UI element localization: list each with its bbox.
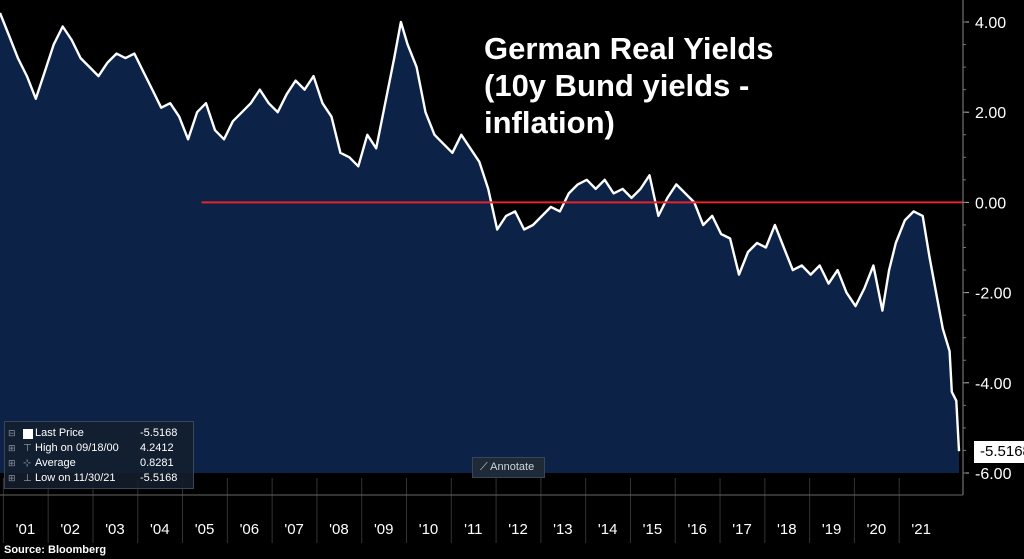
legend-value: -5.5168	[140, 427, 178, 439]
x-tick-label: '03	[105, 521, 125, 538]
title-line-1: German Real Yields	[484, 31, 774, 66]
annotate-label: Annotate	[490, 461, 535, 473]
legend-label: Low on 11/30/21	[35, 472, 116, 484]
x-tick-label: '18	[777, 521, 797, 538]
pencil-icon: ⟋	[480, 461, 488, 473]
legend-row-high: ⊞ ⊤ High on 09/18/00 4.2412	[5, 441, 193, 456]
legend-panel: ⊟ Last Price -5.5168 ⊞ ⊤ High on 09/18/0…	[4, 421, 194, 489]
legend-value: 4.2412	[140, 442, 174, 454]
title-line-2: (10y Bund yields -	[484, 68, 750, 103]
x-tick-label: '01	[16, 521, 36, 538]
x-tick-label: '14	[598, 521, 618, 538]
last-value-tag: -5.5168	[974, 441, 1024, 463]
x-tick-label: '13	[553, 521, 573, 538]
annotate-button[interactable]: ⟋ Annotate	[472, 457, 545, 478]
legend-value: -5.5168	[140, 472, 178, 484]
x-tick-label: '12	[508, 521, 528, 538]
row-toggle-icon[interactable]: ⊞	[8, 473, 16, 483]
x-tick-label: '11	[464, 521, 482, 538]
x-tick-label: '09	[374, 521, 394, 538]
legend-label: High on 09/18/00	[35, 442, 119, 454]
legend-row-last: ⊟ Last Price -5.5168	[5, 426, 193, 441]
x-tick-label: '21	[911, 521, 931, 538]
x-tick-label: '20	[867, 521, 887, 538]
x-tick-label: '05	[195, 521, 215, 538]
low-marker-icon: ⊥	[23, 473, 32, 484]
average-marker-icon: ⊹	[23, 458, 32, 469]
series-line	[0, 12, 961, 452]
y-tick-label: 4.00	[975, 15, 1006, 32]
y-tick-label: -4.00	[975, 376, 1012, 393]
y-tick-label: 2.00	[975, 105, 1006, 122]
series-swatch-icon[interactable]	[23, 429, 33, 439]
source-note: Source: Bloomberg	[4, 544, 107, 556]
legend-value: 0.8281	[140, 457, 174, 469]
x-tick-label: '08	[329, 521, 349, 538]
legend-row-low: ⊞ ⊥ Low on 11/30/21 -5.5168	[5, 471, 193, 486]
chart-title: German Real Yields (10y Bund yields - in…	[484, 30, 773, 141]
x-tick-label: '15	[643, 521, 663, 538]
x-tick-label: '02	[60, 521, 80, 538]
y-tick-label: -6.00	[975, 466, 1012, 483]
legend-label: Last Price	[35, 427, 84, 439]
legend-label: Average	[35, 457, 76, 469]
x-tick-label: '16	[687, 521, 707, 538]
y-tick-label: 0.00	[975, 195, 1006, 212]
title-line-3: inflation)	[484, 105, 615, 140]
row-toggle-icon[interactable]: ⊞	[8, 443, 16, 453]
series-area	[0, 13, 959, 473]
collapse-icon[interactable]: ⊟	[8, 428, 16, 438]
x-tick-label: '06	[240, 521, 260, 538]
x-tick-label: '10	[419, 521, 439, 538]
x-tick-label: '04	[150, 521, 170, 538]
y-tick-label: -2.00	[975, 286, 1012, 303]
x-tick-label: '19	[822, 521, 842, 538]
x-tick-label: '07	[284, 521, 304, 538]
high-marker-icon: ⊤	[23, 443, 32, 454]
x-tick-label: '17	[732, 521, 752, 538]
legend-row-average: ⊞ ⊹ Average 0.8281	[5, 456, 193, 471]
row-toggle-icon[interactable]: ⊞	[8, 458, 16, 468]
